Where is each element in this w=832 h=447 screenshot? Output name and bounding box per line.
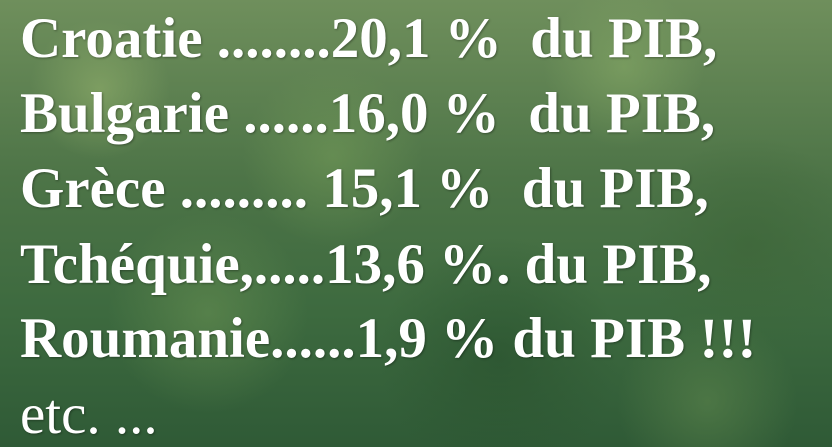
text-line: Tchéquie,.....13,6 %. du PIB, <box>20 236 712 293</box>
text-line: Croatie ........20,1 % du PIB, <box>20 10 717 67</box>
text-line: Roumanie......1,9 % du PIB !!! <box>20 310 756 367</box>
slide: Croatie ........20,1 % du PIB, Bulgarie … <box>0 0 832 447</box>
text-line: Bulgarie ......16,0 % du PIB, <box>20 85 715 142</box>
text-line: Grèce ......... 15,1 % du PIB, <box>20 160 709 217</box>
text-line: etc. ... <box>20 386 158 443</box>
